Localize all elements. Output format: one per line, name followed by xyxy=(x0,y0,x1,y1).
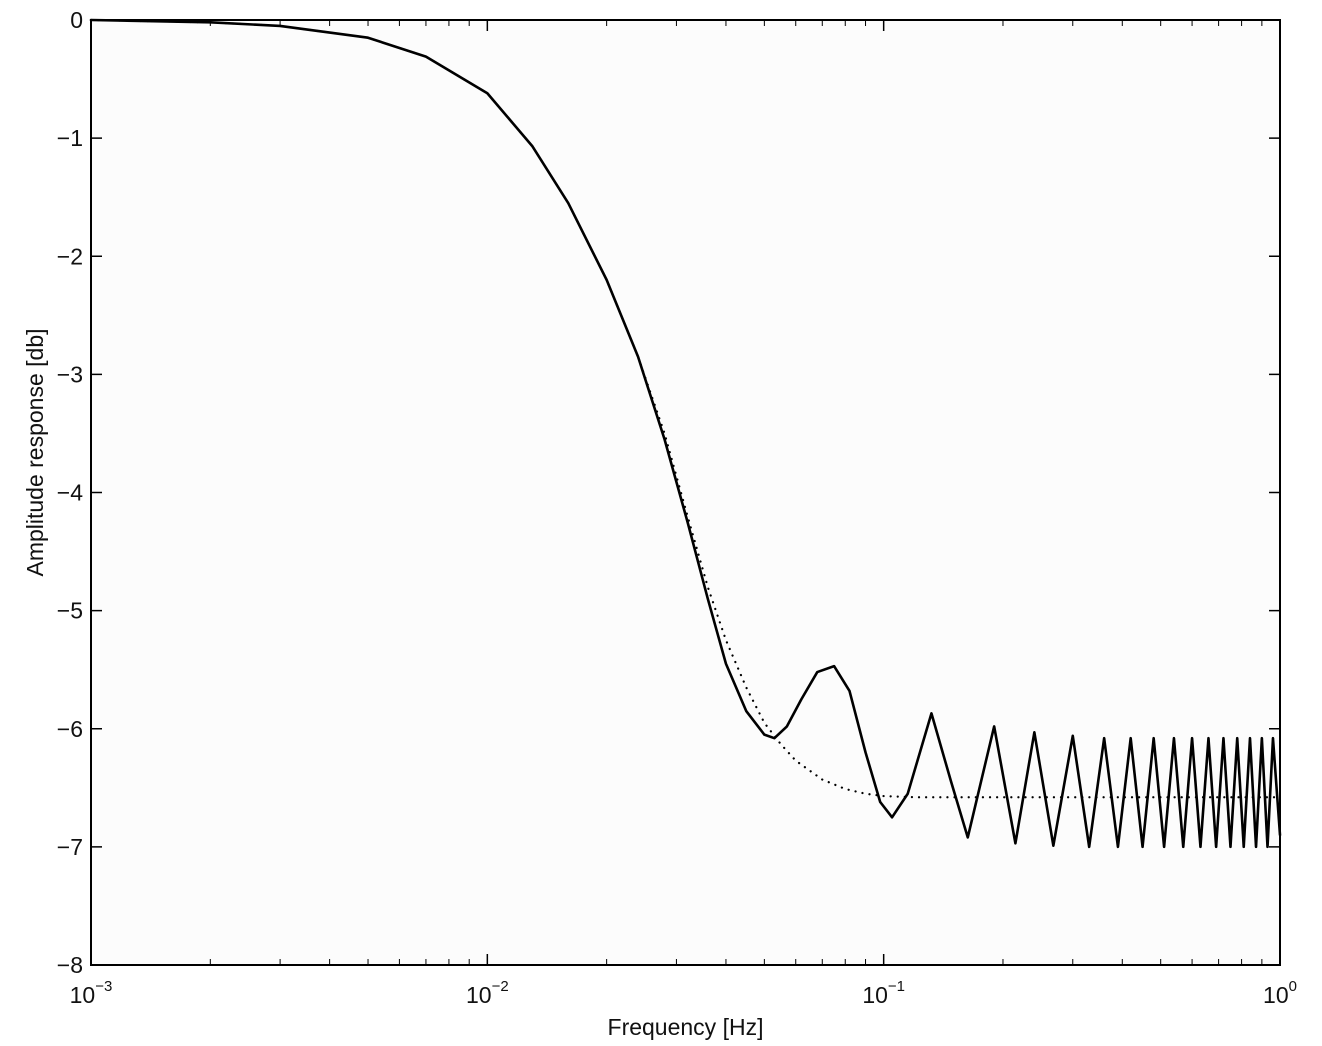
tick-labels: 0−1−2−3−4−5−6−7−810−3 10−2 10−1 100 xyxy=(57,7,1297,1008)
y-tick-label: −1 xyxy=(57,125,83,151)
y-tick-label: −4 xyxy=(57,480,83,506)
x-tick-base: 10 xyxy=(70,982,96,1008)
y-tick-label: −2 xyxy=(57,243,83,269)
dotted-response-line xyxy=(89,18,1282,799)
x-tick-label: 10−3 xyxy=(70,978,113,1008)
x-tick-base: 10 xyxy=(1263,982,1289,1008)
y-tick-label: −5 xyxy=(57,598,83,624)
x-tick-exponent: 0 xyxy=(1289,978,1297,995)
plot-area xyxy=(90,19,1281,966)
x-tick-base: 10 xyxy=(862,982,888,1008)
y-tick-label: −7 xyxy=(57,834,83,860)
x-tick-exponent: −3 xyxy=(95,978,112,995)
y-tick-label: −8 xyxy=(57,952,83,978)
y-axis-label: Amplitude response [db] xyxy=(22,328,48,576)
x-axis-label: Frequency [Hz] xyxy=(608,1014,764,1040)
x-tick-label: 100 xyxy=(1263,978,1297,1008)
series-layer xyxy=(89,18,1282,849)
x-tick-label: 10−1 xyxy=(862,978,905,1008)
y-tick-label: 0 xyxy=(70,7,83,33)
x-tick-exponent: −1 xyxy=(888,978,905,995)
x-tick-base: 10 xyxy=(466,982,492,1008)
y-tick-label: −3 xyxy=(57,361,83,387)
y-tick-label: −6 xyxy=(57,716,83,742)
tick-marks xyxy=(90,19,1281,966)
x-tick-label: 10−2 xyxy=(466,978,509,1008)
x-tick-exponent: −2 xyxy=(492,978,509,995)
